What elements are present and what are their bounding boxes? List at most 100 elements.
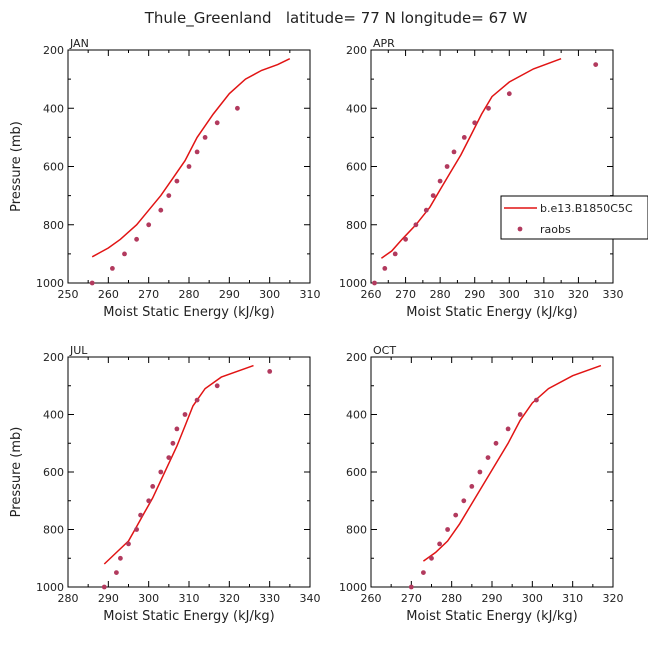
- raobs-point: [477, 469, 483, 475]
- raobs-point: [437, 541, 442, 547]
- x-tick-label: 280: [179, 288, 200, 301]
- y-tick-label: 600: [346, 161, 367, 174]
- panel-oct: 260 270 280 290 300 310 320 200 400 600 800 1000 OCT…: [339, 344, 624, 624]
- x-tick-label: 280: [430, 288, 451, 301]
- raobs-point: [89, 280, 95, 286]
- x-tick-label: 270: [395, 288, 416, 301]
- raobs-point: [444, 164, 450, 169]
- y-tick-label: 800: [43, 524, 64, 537]
- plot-frame: [370, 49, 614, 284]
- x-tick-label: 250: [58, 288, 79, 301]
- panels: 250 260 270 280 290 300 310 200 400 600 800 1000 JAN…: [9, 37, 624, 624]
- panel-label-jan: JAN: [69, 37, 89, 50]
- x-tick-label: 330: [259, 592, 280, 605]
- raobs-point: [194, 397, 200, 403]
- legend-box: [500, 195, 648, 240]
- model-series-line: [380, 57, 562, 259]
- raobs-point: [174, 178, 180, 184]
- model-series-line: [103, 364, 254, 565]
- raobs-point: [382, 266, 388, 271]
- raobs-point: [267, 369, 273, 374]
- x-tick-label: 320: [219, 592, 240, 605]
- raobs-point: [166, 455, 172, 460]
- x-tick-label: 340: [300, 592, 321, 605]
- raobs-point: [461, 498, 467, 504]
- x-tick-label: 290: [482, 592, 503, 605]
- y-tick-label: 400: [43, 102, 64, 115]
- raobs-point: [170, 440, 176, 446]
- raobs-point: [194, 149, 200, 155]
- x-tick-label: 310: [300, 288, 321, 301]
- x-tick-label: 300: [259, 288, 280, 301]
- chart-title: Thule_Greenland latitude= 77 N longitude…: [144, 9, 528, 28]
- x-tick-label: 280: [58, 592, 79, 605]
- raobs-point: [461, 135, 467, 140]
- raobs-point: [166, 193, 172, 199]
- x-tick-label: 310: [179, 592, 200, 605]
- raobs-point: [430, 193, 436, 199]
- legend: b.e13.B1850C5C raobs: [500, 195, 648, 240]
- raobs-point: [493, 440, 499, 446]
- raobs-point: [126, 541, 131, 547]
- y-tick-label: 400: [346, 409, 367, 422]
- raobs-point: [174, 426, 180, 432]
- y-tick-label: 800: [346, 219, 367, 232]
- raobs-point: [445, 527, 450, 532]
- raobs-point: [437, 178, 443, 184]
- raobs-point: [486, 105, 491, 111]
- raobs-point: [505, 426, 511, 432]
- x-axis-title: Moist Static Energy (kJ/kg): [406, 609, 577, 624]
- y-tick-label: 800: [43, 219, 64, 232]
- y-tick-label: 200: [346, 351, 367, 364]
- raobs-point: [214, 120, 220, 126]
- x-tick-label: 330: [603, 288, 624, 301]
- y-tick-label: 200: [43, 351, 64, 364]
- x-axis-title: Moist Static Energy (kJ/kg): [406, 305, 577, 320]
- y-tick-label: 800: [346, 524, 367, 537]
- x-axis-title: Moist Static Energy (kJ/kg): [103, 609, 274, 624]
- panel-jan: 250 260 270 280 290 300 310 200 400 600 800 1000 JAN…: [9, 37, 321, 320]
- raobs-point: [517, 412, 523, 417]
- raobs-point: [403, 236, 408, 242]
- x-axis-title: Moist Static Energy (kJ/kg): [103, 305, 274, 320]
- x-tick-label: 310: [562, 592, 583, 605]
- x-tick-label: 300: [499, 288, 520, 301]
- raobs-point: [469, 484, 475, 489]
- raobs-point: [134, 527, 140, 532]
- raobs-point: [158, 207, 164, 213]
- legend-obs-swatch: [517, 226, 523, 232]
- y-tick-label: 400: [43, 409, 64, 422]
- raobs-point: [506, 91, 512, 97]
- x-tick-label: 300: [138, 592, 159, 605]
- x-tick-label: 260: [361, 592, 382, 605]
- y-tick-label: 1000: [339, 581, 367, 594]
- raobs-point: [186, 164, 192, 169]
- model-series-line: [422, 364, 602, 562]
- x-tick-label: 320: [568, 288, 589, 301]
- raobs-point: [413, 222, 419, 228]
- raobs-point: [182, 412, 188, 417]
- y-axis-title: Pressure (mb): [9, 121, 24, 212]
- y-tick-label: 200: [43, 44, 64, 57]
- raobs-point: [150, 484, 156, 489]
- raobs-point: [534, 397, 539, 403]
- raobs-point: [114, 570, 119, 575]
- x-tick-label: 290: [219, 288, 240, 301]
- raobs-point: [421, 570, 426, 575]
- x-tick-label: 290: [464, 288, 485, 301]
- x-tick-label: 270: [401, 592, 422, 605]
- y-tick-label: 400: [346, 102, 367, 115]
- raobs-point: [101, 584, 107, 590]
- y-tick-label: 600: [43, 161, 64, 174]
- x-tick-label: 260: [98, 288, 119, 301]
- y-tick-label: 1000: [36, 581, 64, 594]
- panel-label-jul: JUL: [69, 344, 88, 357]
- y-tick-label: 1000: [339, 277, 367, 290]
- y-tick-label: 600: [43, 466, 64, 479]
- raobs-point: [118, 555, 123, 561]
- y-tick-label: 200: [346, 44, 367, 57]
- raobs-point: [423, 207, 429, 213]
- raobs-point: [138, 512, 144, 518]
- raobs-point: [453, 512, 459, 518]
